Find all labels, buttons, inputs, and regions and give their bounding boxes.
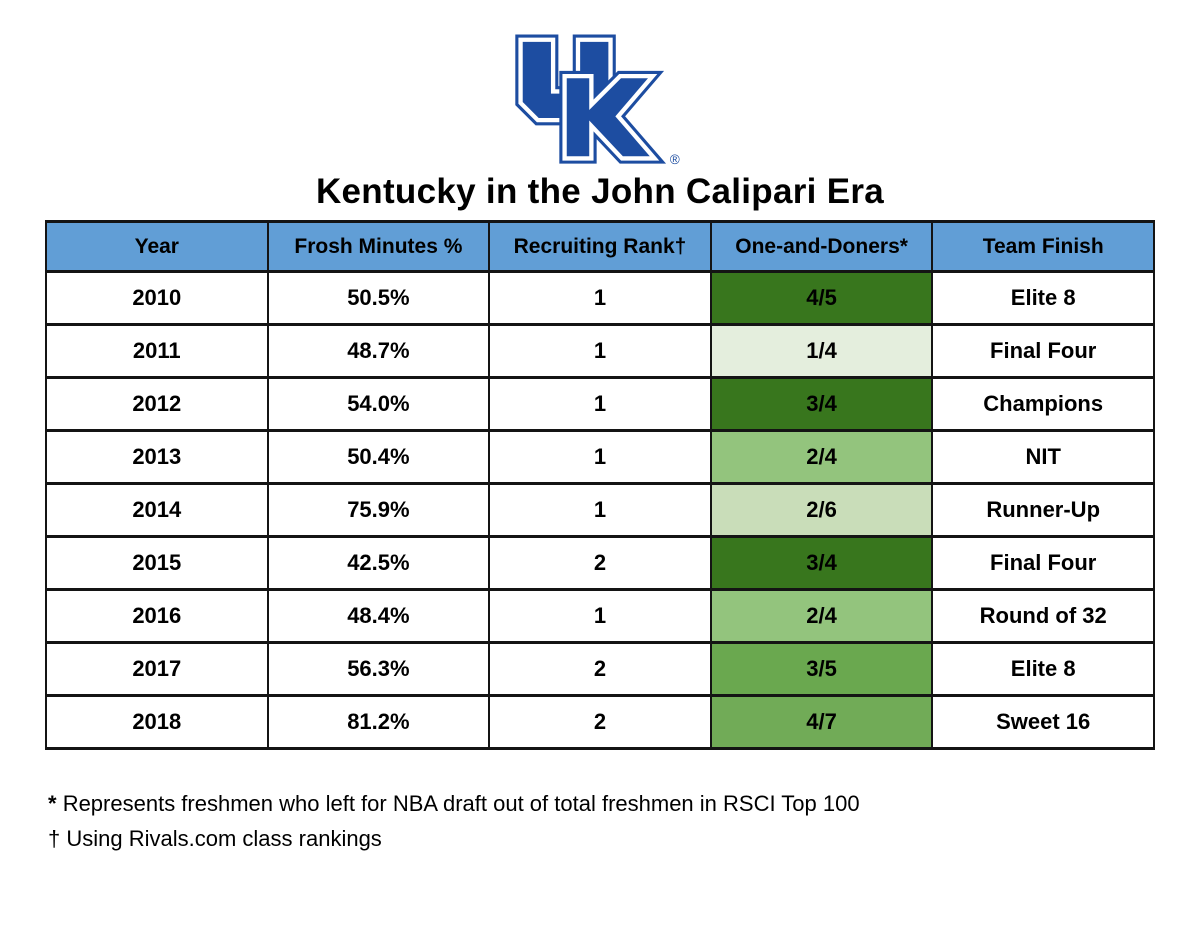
uk-logo-graphic: ® [515,34,680,167]
recruiting-rank-cell: 2 [488,694,712,750]
footnote-dagger: † Using Rivals.com class rankings [48,821,1200,856]
column-header-one-and-doners: One-and-Doners* [709,220,934,273]
year-cell: 2016 [45,588,269,644]
recruiting-rank-cell: 1 [488,323,712,379]
one-and-doners-cell: 3/5 [709,641,934,697]
one-and-doners-cell: 4/7 [709,694,934,750]
table-row: 2010 50.5% 1 4/5 Elite 8 [45,270,1155,326]
frosh-minutes-cell: 56.3% [266,641,491,697]
year-cell: 2014 [45,482,269,538]
team-finish-cell: Runner-Up [931,482,1155,538]
team-finish-cell: Round of 32 [931,588,1155,644]
one-and-doners-cell: 2/4 [709,588,934,644]
column-header-recruiting-rank: Recruiting Rank† [488,220,712,273]
table-row: 2016 48.4% 1 2/4 Round of 32 [45,588,1155,644]
footnotes: * Represents freshmen who left for NBA d… [48,786,1200,856]
letter-k [559,70,667,164]
team-finish-cell: Final Four [931,535,1155,591]
frosh-minutes-cell: 50.4% [266,429,491,485]
dagger-marker: † [48,826,61,851]
frosh-minutes-cell: 81.2% [266,694,491,750]
table-head: Year Frosh Minutes % Recruiting Rank† One-a… [45,220,1155,273]
year-cell: 2010 [45,270,269,326]
one-and-doners-cell: 4/5 [709,270,934,326]
frosh-minutes-cell: 48.7% [266,323,491,379]
footnote-asterisk: * Represents freshmen who left for NBA d… [48,786,1200,821]
team-finish-cell: Final Four [931,323,1155,379]
calipari-era-table: Year Frosh Minutes % Recruiting Rank† One-a… [45,220,1155,750]
recruiting-rank-cell: 1 [488,588,712,644]
team-finish-cell: NIT [931,429,1155,485]
footnote-dagger-text: Using Rivals.com class rankings [66,826,382,851]
one-and-doners-cell: 2/6 [709,482,934,538]
column-header-team-finish: Team Finish [931,220,1155,273]
one-and-doners-cell: 3/4 [709,535,934,591]
year-cell: 2018 [45,694,269,750]
page-title: Kentucky in the John Calipari Era [315,172,885,211]
team-finish-cell: Elite 8 [931,270,1155,326]
recruiting-rank-cell: 1 [488,482,712,538]
one-and-doners-cell: 1/4 [709,323,934,379]
year-cell: 2017 [45,641,269,697]
frosh-minutes-cell: 42.5% [266,535,491,591]
footnote-asterisk-text: Represents freshmen who left for NBA dra… [62,791,860,816]
column-header-year: Year [45,220,269,273]
one-and-doners-cell: 3/4 [709,376,934,432]
table-row: 2017 56.3% 2 3/5 Elite 8 [45,641,1155,697]
registered-trademark-icon: ® [670,152,680,167]
table-row: 2012 54.0% 1 3/4 Champions [45,376,1155,432]
frosh-minutes-cell: 75.9% [266,482,491,538]
uk-logo: ® [0,0,1200,168]
one-and-doners-cell: 2/4 [709,429,934,485]
recruiting-rank-cell: 1 [488,376,712,432]
team-finish-cell: Sweet 16 [931,694,1155,750]
recruiting-rank-cell: 1 [488,270,712,326]
asterisk-marker: * [48,791,57,816]
recruiting-rank-cell: 1 [488,429,712,485]
year-cell: 2012 [45,376,269,432]
year-cell: 2011 [45,323,269,379]
table-row: 2013 50.4% 1 2/4 NIT [45,429,1155,485]
column-header-frosh-minutes: Frosh Minutes % [266,220,491,273]
table-row: 2011 48.7% 1 1/4 Final Four [45,323,1155,379]
team-finish-cell: Champions [931,376,1155,432]
table-row: 2018 81.2% 2 4/7 Sweet 16 [45,694,1155,750]
frosh-minutes-cell: 48.4% [266,588,491,644]
frosh-minutes-cell: 50.5% [266,270,491,326]
table-row: 2015 42.5% 2 3/4 Final Four [45,535,1155,591]
year-cell: 2013 [45,429,269,485]
frosh-minutes-cell: 54.0% [266,376,491,432]
table-body: 2010 50.5% 1 4/5 Elite 8 2011 48.7% 1 1/4 Final F… [45,270,1155,750]
header-row: Year Frosh Minutes % Recruiting Rank† One-a… [45,220,1155,273]
year-cell: 2015 [45,535,269,591]
table-row: 2014 75.9% 1 2/6 Runner-Up [45,482,1155,538]
recruiting-rank-cell: 2 [488,535,712,591]
team-finish-cell: Elite 8 [931,641,1155,697]
recruiting-rank-cell: 2 [488,641,712,697]
